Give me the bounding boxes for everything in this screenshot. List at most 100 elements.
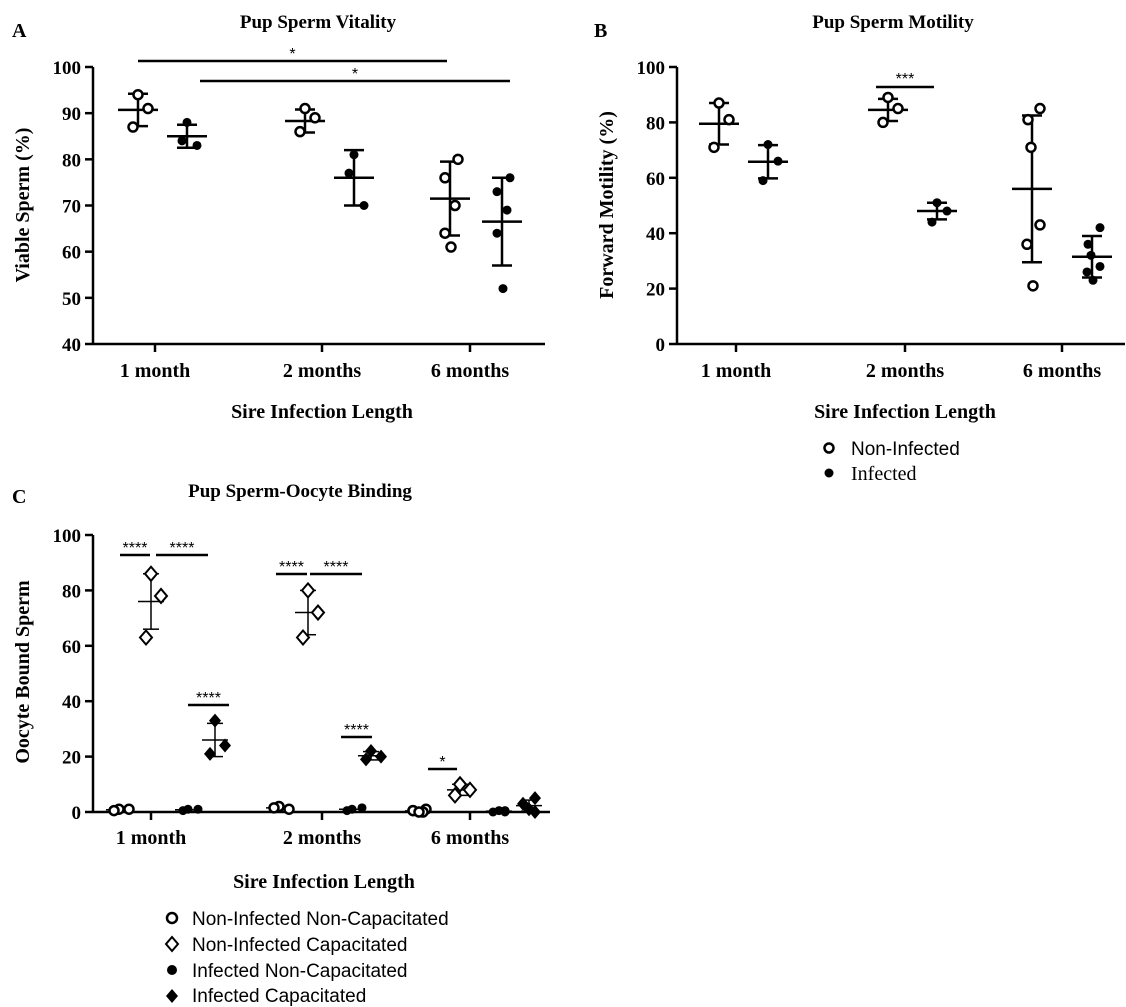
y-tick-label: 60 [646, 169, 665, 190]
panel-a-xlabel: Sire Infection Length [231, 401, 413, 423]
data-point [932, 198, 942, 208]
y-tick-label: 0 [656, 335, 666, 356]
data-point [375, 749, 387, 764]
data-point [1095, 223, 1105, 233]
data-point [445, 241, 457, 253]
x-tick-label: 6 months [431, 360, 510, 382]
y-tick-label: 80 [62, 581, 81, 602]
legend-c-item-3: Infected Capacitated [192, 986, 366, 1007]
data-point [1086, 250, 1096, 260]
data-point [439, 172, 451, 184]
x-tick-label: 2 months [283, 360, 362, 382]
data-point [447, 786, 463, 804]
data-point [492, 228, 502, 238]
significance-label: * [352, 66, 358, 83]
data-point [892, 102, 904, 115]
data-point [219, 738, 231, 753]
data-point [127, 121, 139, 133]
x-tick-label: 6 months [1023, 360, 1102, 382]
y-tick-label: 60 [62, 637, 81, 658]
data-point [178, 806, 188, 816]
y-tick-label: 40 [646, 224, 665, 245]
y-tick-label: 80 [646, 113, 665, 134]
panel-letter-a: A [12, 20, 27, 42]
x-tick-label: 1 month [701, 360, 772, 382]
data-point [773, 156, 783, 166]
data-point [529, 791, 541, 806]
data-point [500, 807, 510, 817]
y-tick-label: 100 [53, 58, 82, 79]
data-point [1025, 141, 1037, 154]
data-point [365, 744, 377, 759]
data-point [1083, 239, 1093, 249]
panel-c-ylabel: Oocyte Bound Sperm [12, 580, 34, 764]
data-point [283, 803, 295, 815]
data-point [310, 604, 326, 622]
data-point [758, 176, 768, 186]
y-tick-label: 80 [62, 150, 81, 171]
panel-b-title: Pup Sperm Motility [812, 12, 974, 33]
plot-area: 40 50 60 70 80 90 100 1 month 2 months 6 months 0 2… [53, 46, 1125, 849]
data-point [342, 806, 352, 816]
y-tick-label: 100 [637, 58, 666, 79]
data-point [927, 217, 937, 227]
significance-label: **** [123, 540, 148, 557]
data-point [529, 805, 541, 819]
data-point [498, 284, 508, 294]
y-tick-label: 40 [62, 335, 81, 356]
x-tick-label: 2 months [283, 827, 362, 849]
legend-filled-diamond-icon [166, 989, 178, 1003]
data-point [153, 587, 169, 605]
data-point [502, 205, 512, 215]
data-point [1021, 238, 1033, 251]
data-point [299, 102, 311, 115]
data-point [1022, 113, 1034, 126]
data-point [942, 206, 952, 216]
data-point [209, 713, 221, 728]
data-point [1034, 102, 1046, 115]
data-point [449, 199, 461, 212]
legend-open-circle-icon [823, 442, 835, 454]
significance-label: * [289, 46, 295, 63]
data-point [132, 88, 144, 101]
significance-label: * [439, 754, 445, 771]
legend-ab: Non-Infected Infected [823, 439, 960, 485]
data-point [882, 91, 894, 104]
data-point [349, 150, 359, 160]
y-tick-label: 100 [53, 526, 82, 547]
significance-label: **** [170, 540, 195, 557]
data-point [182, 117, 192, 127]
significance-label: **** [324, 559, 349, 576]
y-tick-label: 0 [72, 803, 82, 824]
data-point [1095, 261, 1105, 271]
data-point [1088, 275, 1098, 285]
data-point [462, 781, 478, 799]
legend-c-item-0: Non-Infected Non-Capacitated [192, 909, 449, 930]
y-tick-label: 50 [62, 289, 81, 310]
legend-c-item-2: Infected Non-Capacitated [192, 961, 407, 982]
panel-letter-b: B [594, 20, 607, 42]
panel-a-ylabel: Viable Sperm (%) [12, 128, 34, 283]
data-point [143, 565, 159, 583]
data-point [877, 116, 889, 129]
legend-open-circle-icon [165, 911, 179, 925]
legend-c-item-1: Non-Infected Capacitated [192, 935, 407, 956]
panel-b-xlabel: Sire Infection Length [814, 401, 996, 423]
data-point [439, 227, 451, 239]
y-tick-label: 40 [62, 692, 81, 713]
data-point [193, 804, 203, 814]
data-point [359, 201, 369, 210]
data-point [713, 97, 725, 109]
data-point [138, 628, 154, 647]
data-point [344, 168, 354, 178]
panel-letter-c: C [12, 486, 26, 508]
data-point [295, 628, 311, 647]
data-point [452, 153, 464, 166]
y-tick-label: 20 [62, 748, 81, 769]
x-tick-label: 2 months [866, 360, 945, 382]
data-point [1082, 267, 1092, 277]
x-tick-label: 6 months [431, 827, 510, 849]
significance-label: **** [279, 559, 304, 576]
y-tick-label: 70 [62, 197, 81, 218]
